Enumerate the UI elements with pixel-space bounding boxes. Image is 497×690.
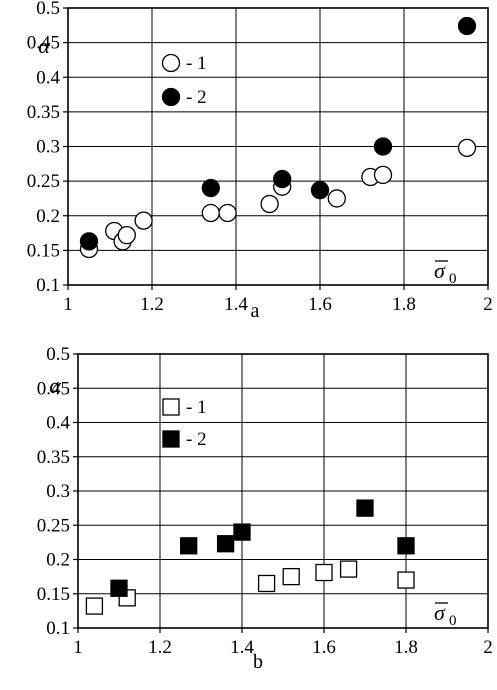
data-point-series-2 — [216, 535, 235, 553]
x-tick-label: 1 — [63, 294, 73, 315]
x-tick-label: 1 — [73, 637, 83, 658]
y-tick-label: 0.4 — [46, 413, 70, 434]
legend-label-1: - 1 — [186, 53, 207, 74]
panel-label: a — [251, 300, 260, 322]
y-tick-label: 0.4 — [36, 67, 60, 88]
data-point-series-2 — [397, 537, 415, 555]
data-point-series-1 — [257, 574, 276, 593]
series-1 — [79, 138, 477, 259]
x-axis-subscript: 0 — [449, 613, 457, 629]
y-tick-label: 0.15 — [37, 584, 70, 605]
data-point-series-2 — [201, 178, 220, 198]
data-point-series-1 — [397, 571, 415, 589]
y-tick-label: 0.5 — [36, 0, 60, 19]
data-point-series-1 — [315, 563, 333, 582]
legend-label-2: - 2 — [186, 87, 207, 108]
y-tick-label: 0.45 — [37, 378, 70, 399]
legend-marker-2 — [162, 430, 180, 448]
x-tick-label: 1.8 — [394, 637, 418, 658]
data-point-series-1 — [327, 189, 346, 208]
legend: - 1 - 2 — [161, 53, 207, 108]
x-tick-label: 1.2 — [148, 637, 172, 658]
x-tick-label: 1.8 — [392, 294, 416, 315]
x-tick-label: 2 — [483, 637, 493, 658]
y-tick-label: 0.35 — [37, 447, 70, 468]
legend-marker-1 — [161, 53, 181, 73]
y-tick-label: 0.15 — [27, 240, 60, 261]
data-point-series-1 — [201, 203, 220, 223]
series-2 — [110, 499, 415, 597]
data-point-series-2 — [273, 169, 292, 189]
data-point-series-2 — [233, 523, 251, 541]
y-tick-label: 0.1 — [46, 618, 70, 639]
data-point-series-2 — [373, 137, 393, 156]
data-point-series-2 — [356, 499, 374, 517]
x-tick-label: 1.6 — [312, 637, 336, 658]
data-point-series-1 — [85, 597, 104, 615]
y-axis-label: α — [38, 33, 50, 58]
y-axis-label: α — [49, 373, 61, 398]
panel-label: b — [253, 651, 263, 673]
data-point-series-1 — [218, 203, 237, 223]
y-tick-label: 0.25 — [37, 515, 70, 536]
y-tick-label: 0.2 — [46, 550, 70, 571]
y-tick-label: 0.3 — [46, 481, 70, 502]
data-point-series-1 — [134, 211, 153, 230]
y-tick-label: 0.5 — [46, 344, 70, 365]
data-point-series-2 — [457, 16, 477, 36]
x-tick-label: 1.4 — [224, 294, 248, 315]
x-axis-symbol: σ — [434, 258, 446, 283]
data-point-series-2 — [310, 180, 330, 200]
legend: - 1 - 2 — [162, 397, 207, 450]
legend-label-1: - 1 — [186, 397, 207, 418]
data-point-series-1 — [339, 560, 358, 578]
series-1 — [85, 560, 415, 615]
x-tick-label: 1.4 — [230, 637, 254, 658]
x-tick-label: 1.6 — [308, 294, 332, 315]
chart-panel-a: 0.1 0.15 0.2 0.25 0.3 0.35 0.4 0.45 0.5 1 1.2 1.4 1.… — [27, 0, 493, 322]
data-point-series-2 — [79, 232, 99, 251]
chart-panel-b: 0.1 0.15 0.2 0.25 0.3 0.35 0.4 0.45 0.5 1 1.2 1.4 1.… — [37, 344, 493, 673]
x-axis-symbol: σ — [434, 600, 446, 625]
x-tick-label: 1.2 — [140, 294, 164, 315]
x-axis-subscript: 0 — [449, 271, 457, 287]
data-point-series-1 — [117, 225, 136, 245]
data-point-series-2 — [110, 579, 128, 597]
legend-marker-2 — [161, 87, 181, 107]
data-point-series-2 — [180, 537, 198, 555]
data-point-series-1 — [373, 165, 393, 185]
data-point-series-1 — [457, 138, 477, 158]
data-point-series-1 — [282, 567, 300, 586]
y-tick-label: 0.35 — [27, 102, 60, 123]
y-tick-label: 0.45 — [27, 33, 60, 54]
legend-marker-1 — [162, 398, 180, 416]
x-tick-label: 2 — [483, 294, 493, 315]
y-tick-label: 0.25 — [27, 171, 60, 192]
y-tick-label: 0.3 — [36, 137, 60, 158]
y-tick-label: 0.1 — [36, 275, 60, 296]
legend-label-2: - 2 — [186, 429, 207, 450]
y-tick-label: 0.2 — [36, 206, 60, 227]
data-point-series-1 — [260, 194, 279, 214]
series-2 — [79, 16, 477, 251]
